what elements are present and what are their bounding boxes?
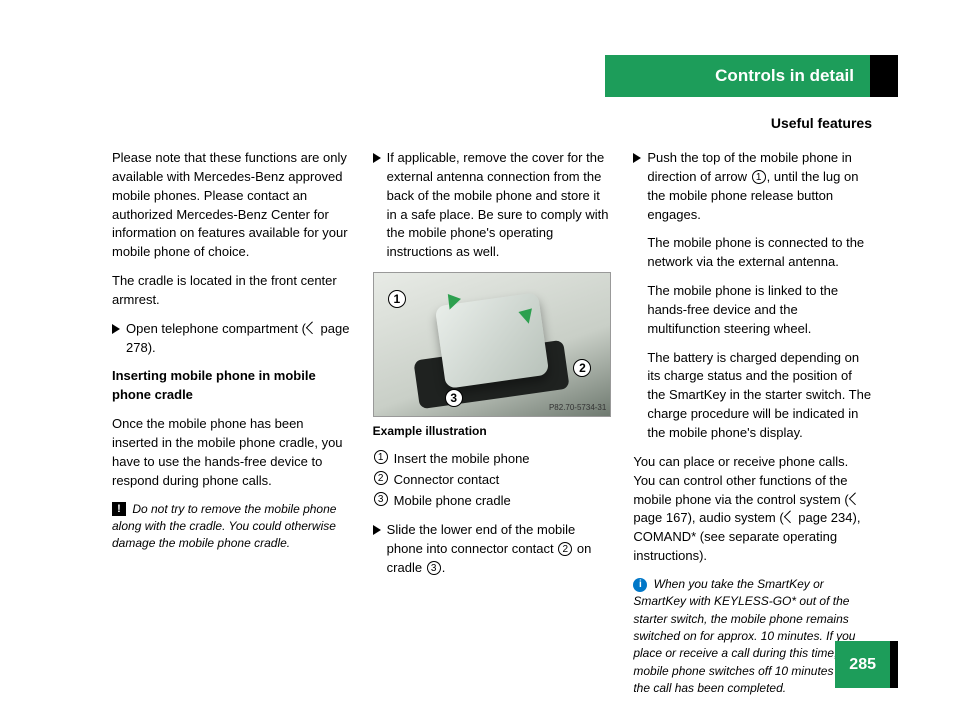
paragraph: The mobile phone is connected to the net… xyxy=(647,234,872,272)
triangle-bullet-icon xyxy=(373,153,381,163)
page-number: 285 xyxy=(835,641,890,688)
circled-3-icon: 3 xyxy=(374,492,388,506)
warning-note: ! Do not try to remove the mobile phone … xyxy=(112,501,351,553)
text: page 167), audio system ( xyxy=(633,510,783,525)
step-text: Slide the lower end of the mobile phone … xyxy=(387,521,612,578)
step-item: Push the top of the mobile phone in dire… xyxy=(633,149,872,224)
header-tab xyxy=(870,55,898,97)
column-1: Please note that these functions are onl… xyxy=(112,149,351,708)
legend-row: 2 Connector contact xyxy=(373,471,612,490)
warning-text: Do not try to remove the mobile phone al… xyxy=(112,502,336,551)
paragraph: The mobile phone is linked to the hands-… xyxy=(647,282,872,339)
image-reference: P82.70-5734-31 xyxy=(549,402,606,414)
step-text: Push the top of the mobile phone in dire… xyxy=(647,149,872,224)
page-body: Please note that these functions are onl… xyxy=(112,149,872,708)
circled-2-icon: 2 xyxy=(558,542,572,556)
paragraph: Once the mobile phone has been inserted … xyxy=(112,415,351,490)
step-text: If applicable, remove the cover for the … xyxy=(387,149,612,262)
column-3: Push the top of the mobile phone in dire… xyxy=(633,149,872,708)
text: . xyxy=(442,560,446,575)
text: Slide the lower end of the mobile phone … xyxy=(387,522,576,556)
page-ref-icon xyxy=(849,492,862,505)
triangle-bullet-icon xyxy=(633,153,641,163)
info-text: When you take the SmartKey or SmartKey w… xyxy=(633,577,860,695)
illustration: 1 2 3 P82.70-5734-31 xyxy=(373,272,612,417)
chapter-title: Controls in detail xyxy=(605,55,870,97)
callout-2: 2 xyxy=(573,359,591,377)
legend-text: Connector contact xyxy=(394,471,500,490)
page-number-box: 285 xyxy=(835,641,898,688)
illustration-caption: Example illustration xyxy=(373,423,612,440)
step-text: Open telephone compartment ( page 278). xyxy=(126,320,351,358)
step-item: Slide the lower end of the mobile phone … xyxy=(373,521,612,578)
paragraph: The battery is charged depending on its … xyxy=(647,349,872,443)
circled-3-icon: 3 xyxy=(427,561,441,575)
circled-2-icon: 2 xyxy=(374,471,388,485)
paragraph: The cradle is located in the front cente… xyxy=(112,272,351,310)
warning-icon: ! xyxy=(112,502,126,516)
text: Open telephone compartment ( xyxy=(126,321,306,336)
triangle-bullet-icon xyxy=(112,324,120,334)
text: You can place or receive phone calls. Yo… xyxy=(633,454,848,507)
legend-row: 3 Mobile phone cradle xyxy=(373,492,612,511)
legend-row: 1 Insert the mobile phone xyxy=(373,450,612,469)
legend-text: Insert the mobile phone xyxy=(394,450,530,469)
callout-3: 3 xyxy=(445,389,463,407)
circled-1-icon: 1 xyxy=(752,170,766,184)
legend-text: Mobile phone cradle xyxy=(394,492,511,511)
triangle-bullet-icon xyxy=(373,525,381,535)
page-number-tab xyxy=(890,641,898,688)
step-item: Open telephone compartment ( page 278). xyxy=(112,320,351,358)
callout-1: 1 xyxy=(388,290,406,308)
header-bar: Controls in detail xyxy=(605,55,898,97)
step-item: If applicable, remove the cover for the … xyxy=(373,149,612,262)
info-icon: i xyxy=(633,578,647,592)
sub-heading: Inserting mobile phone in mobile phone c… xyxy=(112,367,351,405)
paragraph: Please note that these functions are onl… xyxy=(112,149,351,262)
circled-1-icon: 1 xyxy=(374,450,388,464)
paragraph: You can place or receive phone calls. Yo… xyxy=(633,453,872,566)
section-title: Useful features xyxy=(771,113,872,133)
column-2: If applicable, remove the cover for the … xyxy=(373,149,612,708)
